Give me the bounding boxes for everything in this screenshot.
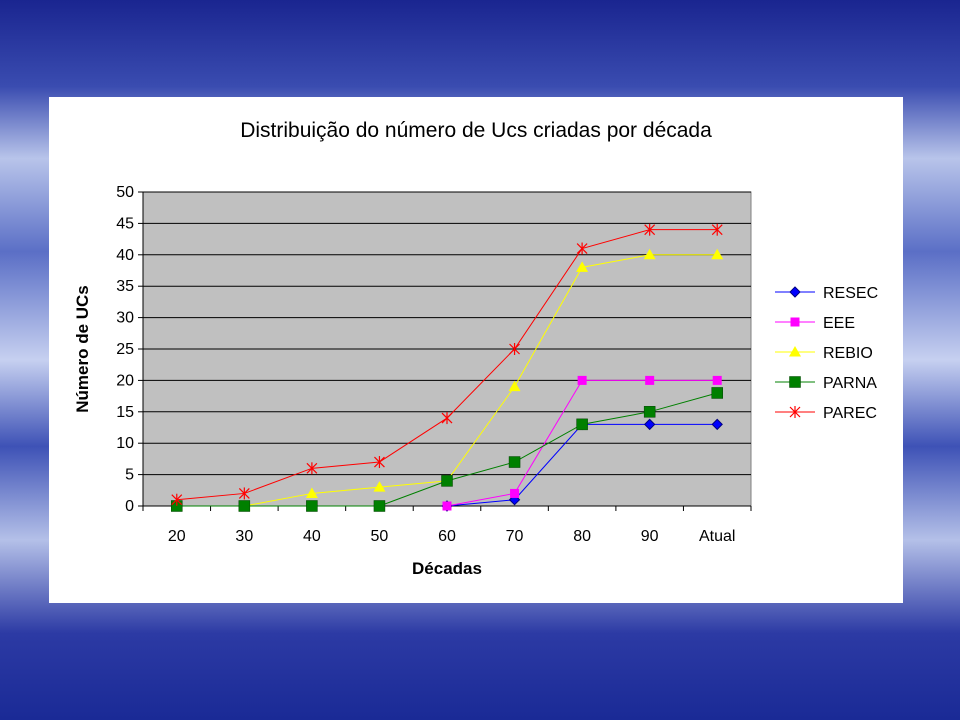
x-tick-label: 60 — [438, 528, 456, 545]
data-point-parna — [373, 500, 386, 512]
data-point-parec — [509, 343, 520, 355]
x-tick-label: Atual — [699, 528, 735, 545]
data-point-parna — [441, 475, 453, 487]
legend-marker — [789, 376, 801, 388]
data-point-resec — [711, 418, 723, 431]
y-tick-label: 35 — [116, 278, 134, 295]
data-point-eee — [510, 488, 520, 498]
data-point-parec — [441, 412, 453, 425]
data-point-rebio — [305, 487, 318, 498]
y-tick-label: 20 — [116, 372, 134, 389]
data-point-rebio — [373, 481, 386, 492]
legend-label: PAREC — [823, 405, 877, 422]
data-point-eee — [442, 501, 452, 511]
legend-item-parec: PAREC — [775, 405, 877, 422]
legend-label: REBIO — [823, 345, 873, 362]
x-axis-ticks: 20 30 40 50 60 70 80 90 Atual — [142, 506, 752, 545]
series-markers — [170, 223, 724, 512]
data-point-resec — [643, 418, 656, 431]
y-tick-label: 10 — [116, 435, 134, 452]
chart-title: Distribuição do número de Ucs criadas po… — [240, 119, 712, 142]
data-point-rebio — [643, 248, 656, 260]
legend-label: RESEC — [823, 285, 878, 302]
y-axis-ticks: 0 5 10 15 20 25 30 35 40 45 50 — [116, 184, 143, 515]
data-point-eee — [645, 375, 655, 385]
data-point-parna — [238, 500, 251, 512]
x-tick-label: 50 — [371, 528, 389, 545]
data-point-parna — [643, 406, 656, 418]
data-point-parec — [306, 462, 318, 475]
data-point-parec — [374, 456, 385, 469]
legend-item-resec: RESEC — [775, 285, 878, 302]
legend-box — [763, 273, 897, 423]
data-point-parec — [711, 223, 723, 236]
x-tick-label: 40 — [303, 528, 321, 545]
data-point-parec — [576, 242, 588, 255]
legend-label: EEE — [823, 315, 855, 332]
x-tick-label: 30 — [235, 528, 253, 545]
x-tick-label: 70 — [506, 528, 524, 545]
data-point-rebio — [711, 248, 724, 260]
legend: RESEC EEE REBIO PARNA PAREC — [763, 273, 897, 423]
y-tick-label: 0 — [125, 498, 134, 515]
y-tick-label: 50 — [116, 184, 134, 201]
data-point-eee — [712, 375, 722, 385]
data-point-parec — [238, 487, 250, 500]
data-point-rebio — [508, 380, 521, 392]
y-axis-title: Número de UCs — [73, 285, 92, 413]
data-point-eee — [577, 375, 587, 385]
legend-marker — [790, 317, 800, 327]
legend-marker — [789, 286, 801, 298]
y-tick-label: 45 — [116, 215, 134, 232]
y-tick-label: 40 — [116, 247, 134, 264]
line-chart: Distribuição do número de Ucs criadas po… — [73, 119, 897, 578]
data-point-rebio — [576, 261, 589, 272]
x-tick-label: 20 — [168, 528, 186, 545]
data-point-parna — [711, 387, 723, 399]
y-tick-label: 5 — [125, 467, 134, 484]
data-point-parna — [306, 500, 318, 512]
data-point-parna — [576, 418, 588, 431]
legend-item-eee: EEE — [775, 315, 855, 332]
data-point-parec — [644, 223, 656, 236]
y-tick-label: 15 — [116, 404, 134, 421]
chart-panel: Distribuição do número de Ucs criadas po… — [49, 97, 903, 603]
x-tick-label: 90 — [641, 528, 659, 545]
legend-marker — [789, 346, 801, 357]
data-point-parec — [171, 493, 183, 506]
y-tick-label: 25 — [116, 341, 134, 358]
legend-item-rebio: REBIO — [775, 345, 873, 362]
x-tick-label: 80 — [573, 528, 591, 545]
y-tick-label: 30 — [116, 310, 134, 327]
legend-label: PARNA — [823, 375, 877, 392]
data-point-parna — [508, 456, 521, 468]
legend-marker — [789, 406, 801, 418]
legend-item-parna: PARNA — [775, 375, 877, 392]
x-axis-title: Décadas — [412, 559, 482, 578]
